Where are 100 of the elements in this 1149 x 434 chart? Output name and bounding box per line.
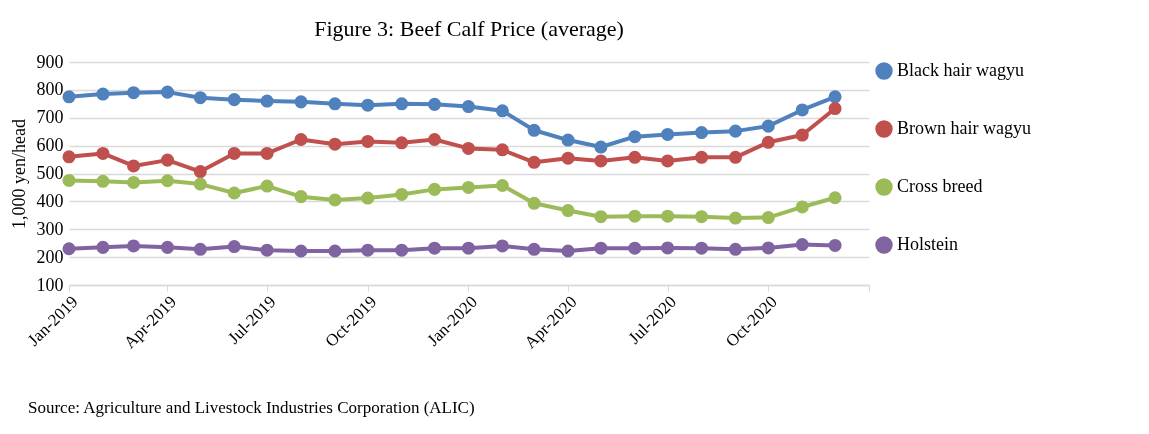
point xyxy=(828,90,842,104)
y-tick-label: 800 xyxy=(36,79,64,100)
point xyxy=(227,146,241,160)
point xyxy=(461,141,475,155)
point xyxy=(361,243,375,257)
point xyxy=(695,150,709,164)
point xyxy=(761,211,775,225)
point xyxy=(561,204,575,218)
point xyxy=(62,150,76,164)
point xyxy=(761,135,775,149)
source-note: Source: Agriculture and Livestock Industries Corporation (ALIC) xyxy=(28,398,475,418)
point xyxy=(260,94,274,108)
point xyxy=(193,165,207,179)
y-axis-title: 1,000 yen/head xyxy=(8,119,29,229)
point xyxy=(227,186,241,200)
point xyxy=(328,137,342,151)
point xyxy=(761,119,775,133)
legend-label: Holstein xyxy=(897,234,958,254)
point xyxy=(795,200,809,214)
y-tick-label: 300 xyxy=(36,218,64,239)
point xyxy=(495,143,509,157)
point xyxy=(96,174,110,188)
point xyxy=(461,241,475,255)
point xyxy=(294,244,308,258)
point xyxy=(260,146,274,160)
y-tick-label: 900 xyxy=(36,51,64,72)
point xyxy=(495,178,509,192)
point xyxy=(62,242,76,256)
point xyxy=(328,97,342,111)
point xyxy=(661,154,675,168)
point xyxy=(661,209,675,223)
point xyxy=(260,179,274,193)
point xyxy=(561,133,575,147)
point xyxy=(761,241,775,255)
point xyxy=(96,87,110,101)
point xyxy=(428,241,442,255)
point xyxy=(661,241,675,255)
point xyxy=(395,136,409,150)
y-tick-label: 400 xyxy=(36,190,64,211)
point xyxy=(127,175,141,189)
point xyxy=(628,241,642,255)
point xyxy=(395,97,409,111)
point xyxy=(96,146,110,160)
point xyxy=(160,240,175,254)
point xyxy=(428,182,442,196)
point xyxy=(395,243,409,257)
y-tick-label: 500 xyxy=(36,163,64,183)
point xyxy=(795,238,809,252)
point xyxy=(461,100,475,114)
point xyxy=(294,95,308,109)
legend-label: Cross breed xyxy=(897,176,983,196)
point xyxy=(661,127,675,141)
point xyxy=(695,210,709,224)
point xyxy=(728,124,742,138)
point xyxy=(62,173,76,187)
point xyxy=(160,85,175,99)
point xyxy=(361,98,375,112)
point xyxy=(193,91,207,105)
point xyxy=(495,104,509,118)
point xyxy=(260,243,274,257)
point xyxy=(127,86,141,100)
point xyxy=(361,134,375,148)
point xyxy=(495,239,509,253)
y-tick-label: 100 xyxy=(36,274,64,295)
point xyxy=(294,132,308,146)
point xyxy=(828,191,842,205)
point xyxy=(795,103,809,117)
point xyxy=(795,128,809,142)
point xyxy=(728,242,742,256)
legend-label: Brown hair wagyu xyxy=(897,118,1031,138)
point xyxy=(728,150,742,164)
point xyxy=(527,196,541,210)
point xyxy=(527,155,541,169)
point xyxy=(328,244,342,258)
point xyxy=(62,90,76,104)
point xyxy=(561,151,575,165)
point xyxy=(160,174,175,188)
point xyxy=(594,210,608,224)
point xyxy=(227,93,241,107)
point xyxy=(361,191,375,205)
point xyxy=(828,102,842,116)
chart-title: Figure 3: Beef Calf Price (average) xyxy=(314,16,624,41)
point xyxy=(828,238,842,252)
point xyxy=(96,240,110,254)
point xyxy=(461,180,475,194)
point xyxy=(328,193,342,207)
point xyxy=(428,132,442,146)
point xyxy=(428,97,442,111)
y-tick-label: 600 xyxy=(36,135,64,156)
point xyxy=(395,187,409,201)
point xyxy=(527,242,541,256)
point xyxy=(695,241,709,255)
point xyxy=(628,150,642,164)
point xyxy=(193,177,207,191)
point xyxy=(227,240,241,254)
point xyxy=(160,153,175,167)
point xyxy=(561,244,575,258)
point xyxy=(728,211,742,225)
point xyxy=(294,190,308,204)
point xyxy=(628,209,642,223)
